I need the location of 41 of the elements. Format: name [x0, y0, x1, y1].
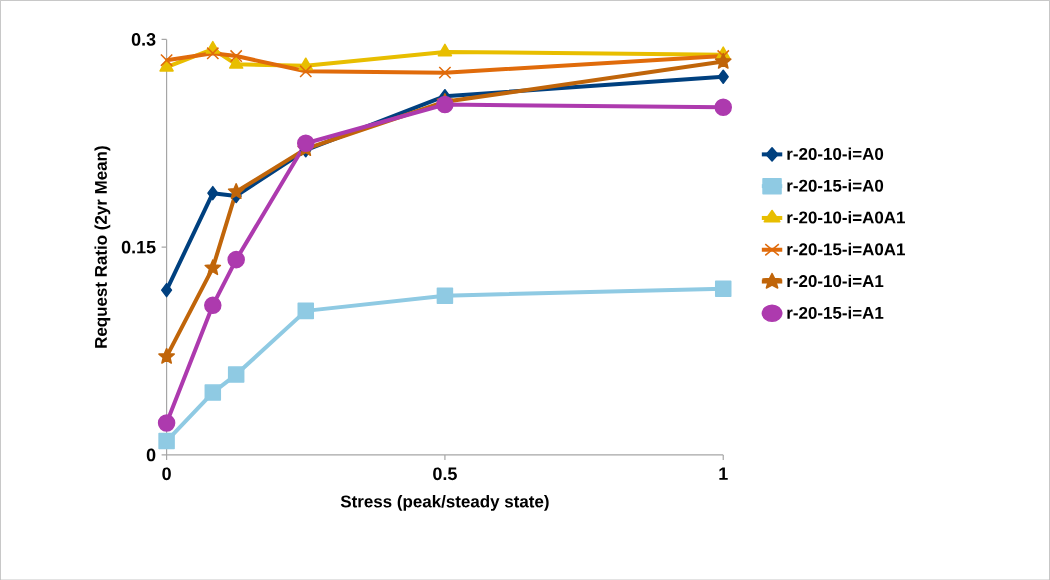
point [158, 432, 175, 450]
point [297, 134, 315, 152]
point [436, 287, 454, 304]
point [227, 182, 245, 199]
point [717, 69, 729, 84]
legend-label: r-20-10-i=A0A1 [787, 210, 905, 224]
x-tick-label: 0.5 [433, 467, 457, 480]
y-tick-label: 0.15 [121, 240, 156, 254]
point [157, 414, 176, 432]
x-axis-title: Stress (peak/steady state) [340, 494, 549, 511]
point [204, 296, 222, 314]
point [160, 282, 173, 298]
point [297, 302, 315, 319]
point [229, 49, 243, 63]
point [437, 43, 453, 57]
point [158, 347, 175, 364]
legend-label: r-20-10-i=A1 [787, 274, 884, 287]
x-tick-label: 0 [162, 467, 171, 480]
point [227, 366, 245, 383]
point [714, 280, 732, 297]
legend-label: r-20-15-i=A0A1 [787, 242, 905, 256]
y-tick-label: 0.3 [131, 32, 156, 46]
point [207, 185, 219, 201]
point [227, 250, 245, 269]
x-tick-label: 1 [719, 467, 728, 480]
point [436, 95, 454, 114]
point [206, 46, 220, 60]
point [714, 52, 732, 69]
point [299, 64, 313, 78]
point [438, 66, 452, 79]
point [160, 53, 174, 67]
legend-label: r-20-15-i=A0 [787, 179, 884, 192]
y-tick-label: 0 [146, 448, 156, 462]
point [204, 258, 222, 275]
legend-label: r-20-15-i=A1 [787, 306, 884, 319]
y-axis-title: Request Ratio (2yr Mean) [94, 146, 111, 348]
point [714, 98, 732, 116]
point [159, 58, 174, 72]
point [228, 55, 244, 69]
legend-label: r-20-10-i=A0 [787, 147, 884, 160]
point [204, 384, 222, 401]
